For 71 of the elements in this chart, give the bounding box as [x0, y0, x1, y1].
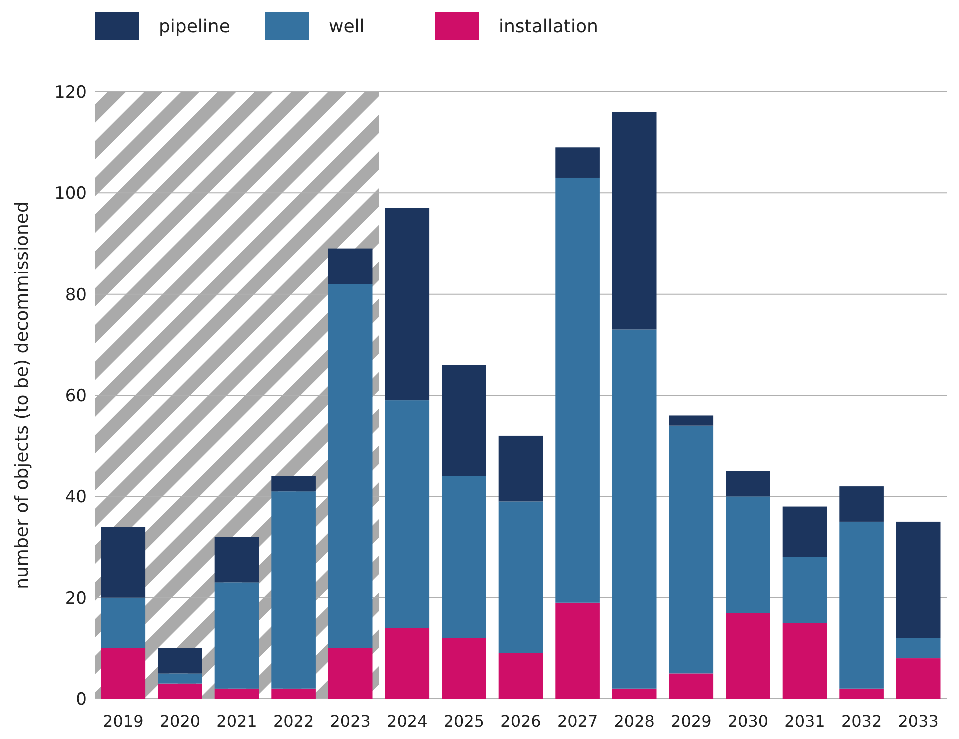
bar [158, 674, 202, 684]
legend-label: installation [499, 16, 598, 38]
bar [442, 476, 486, 638]
bar [896, 638, 941, 659]
legend-label: well [329, 16, 365, 38]
bar [726, 471, 770, 497]
bar [840, 522, 884, 689]
bar [158, 648, 202, 674]
bar [385, 628, 430, 699]
bar [214, 688, 260, 699]
bar [556, 602, 600, 699]
bar [498, 502, 544, 654]
bar [101, 598, 146, 648]
bar [498, 436, 544, 502]
bar [214, 582, 260, 689]
y-tick-label: 120 [54, 82, 87, 103]
bar [214, 537, 260, 583]
bar [896, 658, 941, 699]
x-tick-label: 2027 [557, 712, 598, 731]
x-tick-label: 2029 [671, 712, 712, 731]
bar [669, 674, 714, 699]
y-tick-label: 100 [54, 184, 87, 204]
bar [726, 613, 770, 699]
y-tick-label: 0 [76, 690, 87, 710]
x-tick-label: 2028 [614, 712, 655, 731]
bar [669, 416, 714, 426]
x-tick-label: 2020 [160, 712, 201, 731]
bar [498, 653, 544, 699]
bar [782, 623, 828, 699]
bar [328, 284, 373, 648]
x-tick-label: 2025 [444, 712, 485, 731]
bar [612, 112, 657, 330]
bar [385, 208, 430, 401]
bar [669, 426, 714, 674]
bar [328, 648, 373, 699]
bar [272, 688, 316, 699]
y-tick-label: 40 [65, 488, 87, 508]
bar [840, 486, 884, 522]
bar [442, 365, 486, 476]
bar [272, 476, 316, 492]
x-tick-label: 2021 [216, 712, 258, 731]
bar [612, 688, 657, 699]
x-tick-label: 2019 [103, 712, 144, 731]
y-tick-label: 20 [65, 588, 87, 609]
x-tick-label: 2031 [784, 712, 826, 731]
y-axis-title: number of objects (to be) decommissioned [12, 202, 33, 590]
bar [556, 178, 600, 603]
x-tick-label: 2026 [500, 712, 542, 731]
x-tick-label: 2023 [330, 712, 371, 731]
bar [101, 648, 146, 699]
x-tick-label: 2030 [728, 712, 769, 731]
legend-label: pipeline [159, 16, 230, 38]
y-tick-label: 80 [65, 285, 87, 306]
bar [442, 638, 486, 699]
bar [272, 492, 316, 689]
bar [101, 527, 146, 598]
bar [328, 248, 373, 284]
bar [896, 522, 941, 638]
x-tick-label: 2024 [387, 712, 428, 731]
bar [782, 506, 828, 558]
bar [840, 688, 884, 699]
bar [612, 330, 657, 689]
bar [782, 557, 828, 624]
x-tick-label: 2032 [841, 712, 882, 731]
bar [726, 496, 770, 614]
x-tick-label: 2022 [273, 712, 314, 731]
bar [385, 400, 430, 628]
x-tick-label: 2033 [898, 712, 939, 731]
bar [556, 148, 600, 178]
bar [158, 684, 202, 699]
y-tick-label: 60 [65, 386, 87, 406]
